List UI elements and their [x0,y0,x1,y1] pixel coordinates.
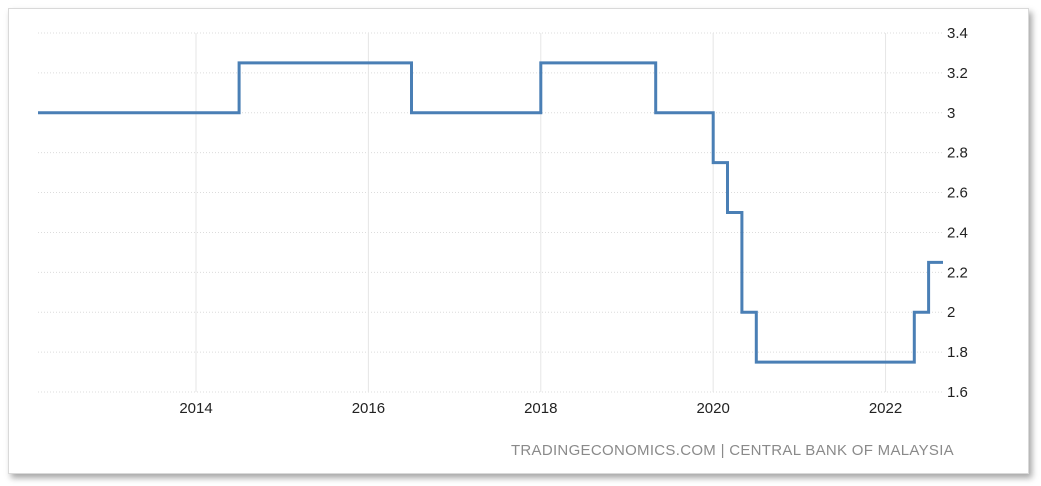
x-tick-label: 2016 [352,400,385,417]
y-tick-label: 2.2 [947,264,968,281]
y-tick-label: 2.8 [947,145,968,162]
y-tick-label: 1.6 [947,384,968,401]
x-tick-label: 2020 [696,400,729,417]
y-tick-label: 3.2 [947,65,968,82]
y-tick-label: 2.4 [947,224,968,241]
x-tick-label: 2022 [869,400,902,417]
series-line [38,61,943,364]
x-axis-tick-labels: 2014 2016 2018 2020 2022 [179,400,902,417]
gridlines [38,32,943,393]
chart-frame [8,8,1029,474]
source-label: TRADINGECONOMICS.COM | CENTRAL BANK OF M… [511,442,954,459]
y-tick-label: 2.6 [947,185,968,202]
y-tick-label: 2 [947,304,955,321]
x-tick-label: 2014 [179,400,212,417]
y-tick-label: 3.4 [947,25,968,42]
x-tick-label: 2018 [524,400,557,417]
y-tick-label: 3 [947,105,955,122]
y-tick-label: 1.8 [947,344,968,361]
y-axis-tick-labels: 3.4 3.2 3 2.8 2.6 2.4 2.2 2 1.8 1.6 [947,25,968,401]
